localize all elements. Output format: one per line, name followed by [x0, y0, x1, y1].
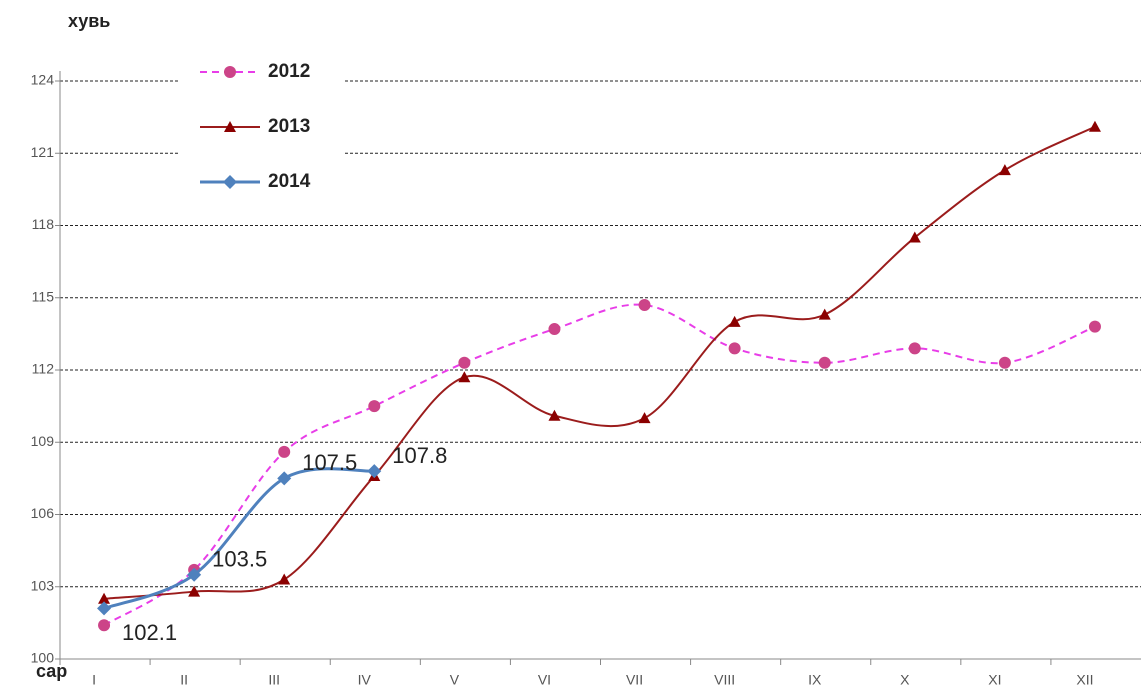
legend-marker: [224, 121, 236, 132]
y-tick-label: 106: [31, 505, 55, 521]
data-point: [98, 592, 111, 604]
series-line: [103, 467, 375, 610]
data-point: [188, 585, 201, 597]
data-point: [728, 315, 741, 327]
x-tick-label: V: [450, 672, 460, 688]
y-tick-label: 115: [32, 288, 55, 304]
data-point: [998, 356, 1011, 369]
y-tick-label: 118: [32, 216, 55, 232]
data-point: [187, 567, 202, 582]
data-point: [638, 412, 651, 424]
data-point: [277, 471, 292, 486]
data-point: [458, 371, 471, 383]
data-point: [548, 323, 561, 336]
y-tick-label: 124: [31, 72, 55, 88]
data-point: [368, 400, 381, 413]
x-tick-label: II: [180, 672, 188, 688]
data-point: [998, 164, 1011, 176]
data-point: [98, 619, 111, 632]
y-tick-label: 103: [31, 577, 55, 593]
data-label: 102.1: [122, 620, 177, 645]
x-tick-label: IX: [808, 672, 822, 688]
data-label: 107.5: [302, 450, 357, 475]
y-tick-label: 109: [31, 433, 55, 449]
x-tick-label: XI: [988, 672, 1001, 688]
data-point: [278, 573, 291, 585]
x-tick-label: X: [900, 672, 910, 688]
legend-label: 2013: [268, 116, 310, 137]
x-axis-label: сар: [36, 661, 67, 681]
y-tick-label: 121: [31, 144, 55, 160]
data-point: [367, 464, 382, 479]
data-point: [818, 356, 831, 369]
x-tick-label: VIII: [714, 672, 735, 688]
data-label: 107.8: [392, 443, 447, 468]
y-tick-label: 100: [31, 650, 55, 666]
data-point: [458, 356, 471, 369]
data-point: [728, 342, 741, 355]
x-tick-label: IV: [358, 672, 372, 688]
legend-marker: [223, 175, 237, 189]
data-point: [278, 445, 291, 458]
y-tick-label: 112: [32, 361, 55, 377]
x-tick-label: I: [92, 672, 96, 688]
x-tick-label: VI: [538, 672, 551, 688]
data-point: [548, 409, 561, 421]
legend-label: 2014: [268, 171, 311, 192]
legend-label: 2012: [268, 61, 310, 82]
data-point: [97, 601, 112, 616]
series-line: [103, 303, 1096, 627]
data-point: [908, 231, 921, 243]
data-point: [818, 308, 831, 320]
data-point: [908, 342, 921, 355]
data-point: [638, 298, 651, 311]
x-tick-label: VII: [626, 672, 643, 688]
data-point: [1088, 320, 1101, 333]
data-label: 103.5: [212, 547, 267, 572]
legend-marker: [224, 66, 236, 78]
x-tick-label: III: [268, 672, 280, 688]
legend-background: [180, 50, 345, 200]
x-tick-label: XII: [1076, 672, 1093, 688]
data-point: [1088, 120, 1101, 132]
y-axis-label: хувь: [68, 11, 110, 31]
